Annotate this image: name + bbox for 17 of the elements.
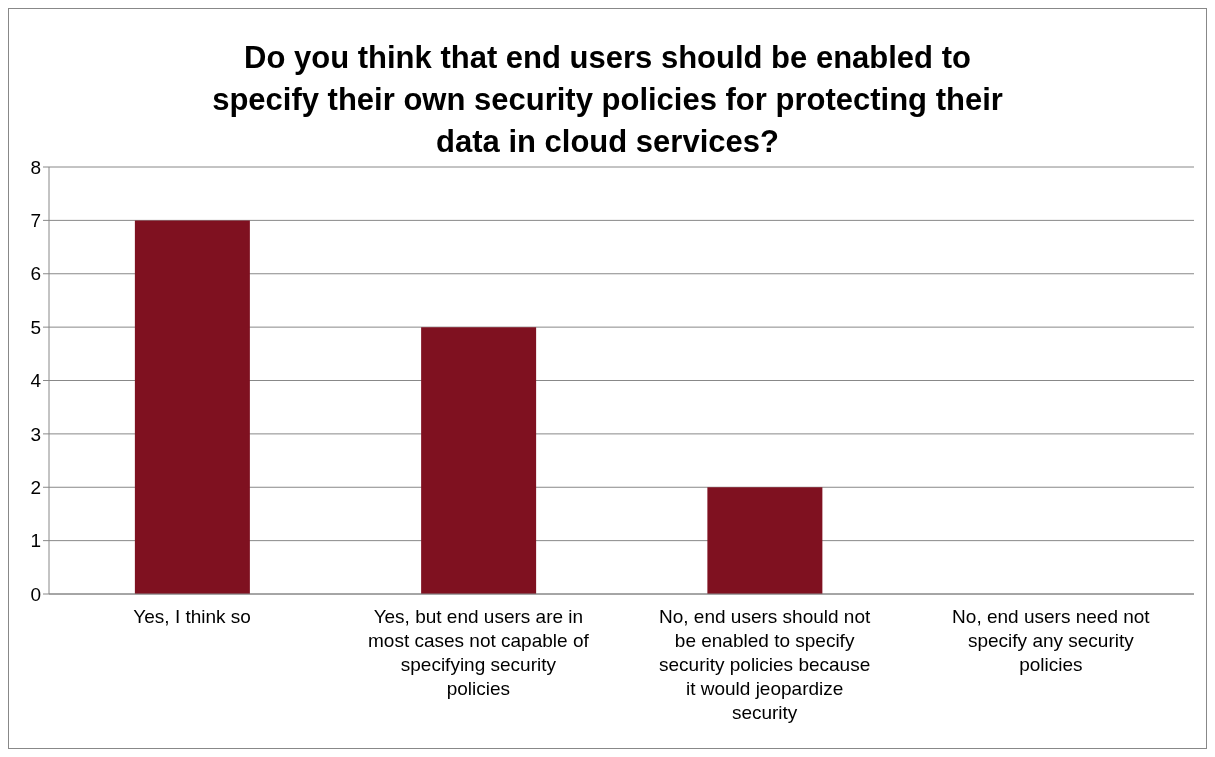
x-tick-label: No, end users should not be enabled to specify security policies because it would jeopardize security xyxy=(659,606,871,724)
y-tick-label: 3 xyxy=(30,423,41,445)
y-tick-label: 2 xyxy=(30,476,41,498)
y-tick-label: 8 xyxy=(30,156,41,178)
bar xyxy=(421,327,537,594)
y-tick-label: 4 xyxy=(30,370,42,392)
x-tick-label: No, end users need not specify any security policies xyxy=(952,606,1151,676)
chart-title: Do you think that end users should be enabled to specify their own security policies for protecting their data in cloud services? xyxy=(212,40,1003,159)
x-tick-label: Yes, I think so xyxy=(133,606,251,628)
x-tick-label: Yes, but end users are in most cases not capable of specifying security policies xyxy=(368,606,590,700)
y-tick-label: 0 xyxy=(30,583,41,605)
y-tick-label: 5 xyxy=(30,316,41,338)
bar xyxy=(134,220,250,594)
y-tick-label: 6 xyxy=(30,263,41,285)
y-tick-label: 1 xyxy=(30,530,41,552)
bar xyxy=(707,487,823,594)
y-tick-label: 7 xyxy=(30,210,41,232)
